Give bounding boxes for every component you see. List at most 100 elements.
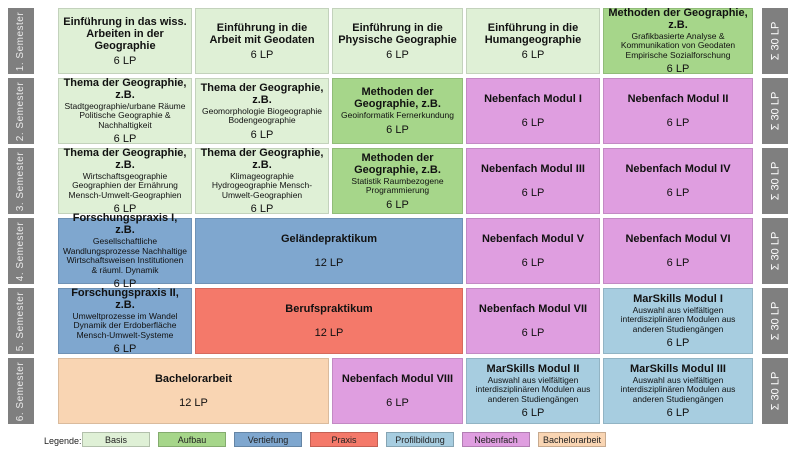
module-lp: 6 LP — [113, 343, 137, 356]
semester-label-4: 4. Semester — [8, 218, 34, 284]
module-title: Nebenfach Modul III — [481, 163, 585, 175]
module-title: Geländepraktikum — [281, 233, 377, 245]
module-thema-geographie-3a: Thema der Geographie, z.B. Wirtschaftsge… — [58, 146, 192, 216]
module-subtitle: Auswahl aus vielfältigen interdisziplinä… — [475, 374, 591, 404]
semester-label-3: 3. Semester — [8, 148, 34, 214]
module-lp: 6 LP — [113, 278, 137, 290]
legend-praxis: Praxis — [310, 432, 378, 447]
legend-vertiefung: Vertiefung — [234, 432, 302, 447]
module-title: Thema der Geographie, z.B. — [63, 146, 187, 171]
module-bachelorarbeit: Bachelorarbeit 12 LP — [58, 358, 329, 424]
module-title: Nebenfach Modul IV — [625, 163, 731, 175]
module-einfuehrung-wiss-arbeiten: Einführung in das wiss. Arbeiten in der … — [58, 8, 192, 74]
semester-total-4: Σ 30 LP — [762, 218, 788, 284]
module-title: Methoden der Geographie, z.B. — [354, 86, 441, 111]
module-lp: 12 LP — [179, 397, 208, 409]
module-forschungspraxis-2: Forschungspraxis II, z.B. Umweltprozesse… — [58, 286, 192, 356]
module-einfuehrung-humangeographie: Einführung in die Humangeographie 6 LP — [466, 8, 600, 74]
module-thema-geographie-2a: Thema der Geographie, z.B. Stadtgeograph… — [58, 76, 192, 146]
module-lp: 12 LP — [314, 257, 344, 269]
module-nebenfach-3: Nebenfach Modul III 6 LP — [466, 148, 600, 214]
semester-total-1: Σ 30 LP — [762, 8, 788, 74]
module-title: Forschungspraxis II, z.B. — [71, 286, 179, 311]
legend-basis: Basis — [82, 432, 150, 447]
module-marskills-3: MarSkills Modul III Auswahl aus vielfält… — [603, 358, 753, 424]
semester-total-5: Σ 30 LP — [762, 288, 788, 354]
module-lp: 6 LP — [250, 203, 274, 216]
module-subtitle: Auswahl aus vielfältigen interdisziplinä… — [620, 304, 736, 334]
module-lp: 6 LP — [521, 327, 545, 339]
module-title: Nebenfach Modul VIII — [341, 373, 454, 385]
module-subtitle: Grafikbasierte Analyse & Kommunikation v… — [620, 30, 736, 60]
module-lp: 6 LP — [521, 187, 545, 199]
legend-aufbau: Aufbau — [158, 432, 226, 447]
module-nebenfach-4: Nebenfach Modul IV 6 LP — [603, 148, 753, 214]
module-lp: 6 LP — [521, 407, 545, 420]
module-lp: 6 LP — [521, 257, 545, 269]
module-subtitle: Umweltprozesse im Wandel Dynamik der Erd… — [72, 310, 178, 340]
semester-label-2: 2. Semester — [8, 78, 34, 144]
legend-nebenfach: Nebenfach — [462, 432, 530, 447]
module-berufspraktikum: Berufspraktikum 12 LP — [195, 288, 463, 354]
module-title: Methoden der Geographie, z.B. — [608, 6, 748, 31]
module-title: Thema der Geographie, z.B. — [200, 81, 324, 106]
module-forschungspraxis-1: Forschungspraxis I, z.B. Gesellschaftlic… — [58, 212, 192, 290]
module-title: Einführung in die Arbeit mit Geodaten — [209, 21, 315, 46]
module-gelaendepraktikum: Geländepraktikum 12 LP — [195, 218, 463, 284]
module-title: Bachelorarbeit — [154, 373, 233, 385]
module-title: Methoden der Geographie, z.B. — [354, 151, 441, 176]
module-subtitle: Wirtschaftsgeographie Geographien der Er… — [68, 170, 182, 200]
module-lp: 6 LP — [666, 257, 690, 269]
module-title: Einführung in das wiss. Arbeiten in der … — [63, 15, 187, 52]
legend-profilbildung: Profilbildung — [386, 432, 454, 447]
semester-label-1: 1. Semester — [8, 8, 34, 74]
module-lp: 6 LP — [386, 123, 409, 136]
module-title: Thema der Geographie, z.B. — [63, 76, 187, 101]
legend-label: Legende: — [44, 436, 82, 446]
module-lp: 6 LP — [666, 407, 690, 420]
module-lp: 6 LP — [666, 187, 690, 199]
semester-total-6: Σ 30 LP — [762, 358, 788, 424]
module-title: Nebenfach Modul VII — [478, 303, 588, 315]
module-lp: 6 LP — [250, 48, 274, 61]
module-thema-geographie-3b: Thema der Geographie, z.B. Klimageograph… — [195, 147, 329, 216]
module-title: Nebenfach Modul V — [481, 233, 585, 245]
module-lp: 6 LP — [386, 198, 409, 211]
module-lp: 6 LP — [113, 133, 137, 146]
module-lp: 6 LP — [666, 337, 690, 350]
module-einfuehrung-physische-geographie: Einführung in die Physische Geographie 6… — [332, 8, 463, 74]
semester-label-6: 6. Semester — [8, 358, 34, 424]
module-lp: 6 LP — [386, 48, 409, 61]
module-title: MarSkills Modul I — [633, 292, 723, 305]
module-title: Nebenfach Modul I — [484, 93, 582, 105]
module-lp: 6 LP — [113, 54, 137, 67]
semester-total-2: Σ 30 LP — [762, 78, 788, 144]
module-nebenfach-2: Nebenfach Modul II 6 LP — [603, 78, 753, 144]
module-lp: 6 LP — [113, 203, 137, 216]
module-subtitle: Geoinformatik Fernerkundung — [341, 110, 454, 121]
module-methoden-geographie-1: Methoden der Geographie, z.B. Grafikbasi… — [603, 6, 753, 75]
legend-bachelorarbeit: Bachelorarbeit — [538, 432, 606, 447]
module-lp: 6 LP — [521, 48, 545, 61]
module-methoden-geographie-3: Methoden der Geographie, z.B. Statistik … — [332, 148, 463, 214]
module-thema-geographie-2b: Thema der Geographie, z.B. Geomorphologi… — [195, 78, 329, 144]
semester-total-3: Σ 30 LP — [762, 148, 788, 214]
module-subtitle: Geomorphologie Biogeographie Bodengeogra… — [201, 105, 323, 125]
module-title: MarSkills Modul III — [630, 362, 726, 375]
module-subtitle: Gesellschaftliche Wandlungsprozesse Nach… — [63, 236, 187, 275]
module-marskills-2: MarSkills Modul II Auswahl aus vielfälti… — [466, 358, 600, 424]
module-title: Forschungspraxis I, z.B. — [72, 212, 178, 236]
module-nebenfach-5: Nebenfach Modul V 6 LP — [466, 218, 600, 284]
module-nebenfach-1: Nebenfach Modul I 6 LP — [466, 78, 600, 144]
module-marskills-1: MarSkills Modul I Auswahl aus vielfältig… — [603, 288, 753, 354]
module-subtitle: Statistik Raumbezogene Programmierung — [351, 175, 444, 195]
module-title: Berufspraktikum — [285, 303, 373, 315]
module-methoden-geographie-2: Methoden der Geographie, z.B. Geoinforma… — [332, 78, 463, 144]
module-title: MarSkills Modul II — [486, 362, 580, 375]
module-lp: 6 LP — [521, 117, 545, 129]
module-nebenfach-7: Nebenfach Modul VII 6 LP — [466, 288, 600, 354]
module-title: Nebenfach Modul II — [627, 93, 729, 105]
module-subtitle: Stadtgeographie/urbane Räume Politische … — [64, 100, 186, 130]
module-subtitle: Auswahl aus vielfältigen interdisziplinä… — [620, 374, 736, 404]
module-lp: 6 LP — [666, 117, 690, 129]
